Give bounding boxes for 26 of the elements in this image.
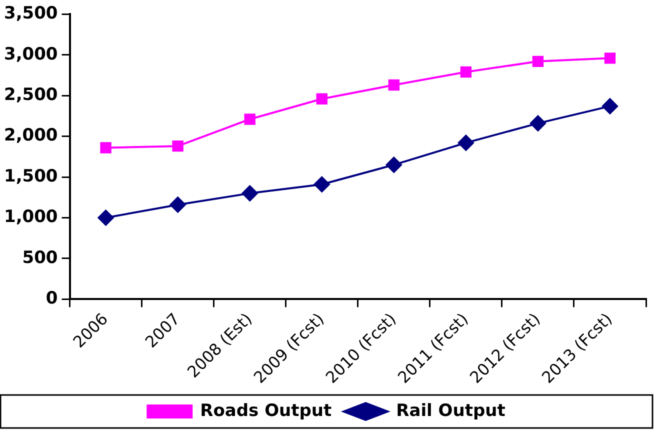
point	[98, 210, 114, 226]
legend-label: Roads Output	[200, 400, 332, 421]
point	[388, 79, 400, 91]
point	[386, 156, 402, 173]
y-tick-label: 500	[22, 248, 58, 268]
point	[604, 52, 616, 64]
point	[602, 98, 618, 114]
point	[170, 196, 186, 213]
legend-label: Rail Output	[396, 400, 506, 421]
point	[172, 140, 184, 152]
y-tick-label: 2,500	[4, 85, 58, 106]
point	[100, 142, 112, 154]
y-tick-label: 2,000	[4, 126, 58, 146]
y-tick-label: 3,000	[4, 44, 58, 64]
y-tick-label: 1,000	[4, 207, 58, 228]
y-tick-label: 3,500	[4, 4, 58, 24]
y-tick-label: 1,500	[4, 166, 58, 186]
point	[530, 115, 546, 132]
point	[458, 134, 474, 151]
y-tick-label: 0	[46, 288, 58, 309]
point	[242, 185, 258, 202]
point	[316, 93, 328, 104]
point	[532, 56, 544, 68]
point	[460, 66, 472, 78]
point	[314, 176, 330, 192]
point	[244, 114, 256, 125]
